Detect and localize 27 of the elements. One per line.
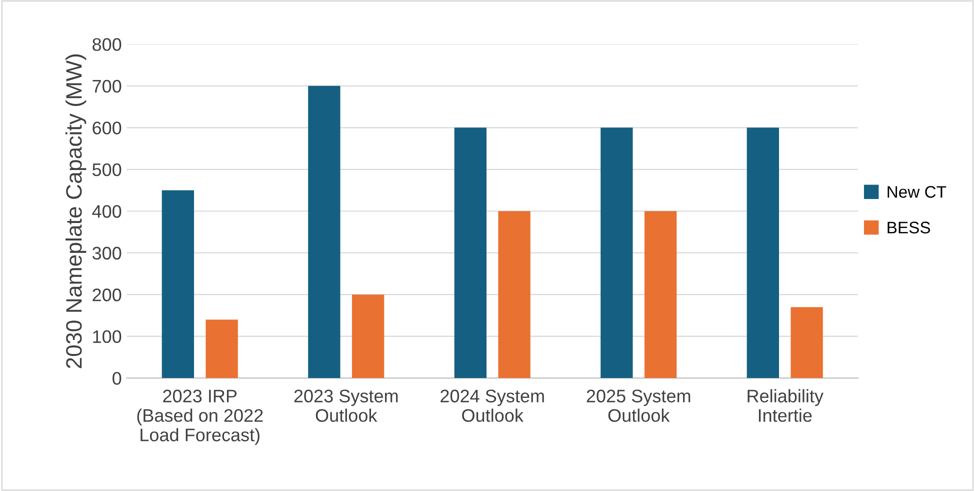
y-tick-label: 500 [92, 163, 122, 176]
bar [162, 190, 194, 378]
y-tick-label: 200 [92, 288, 122, 302]
x-tick-label: 2024 System Outlook [440, 390, 544, 422]
y-tick-label: 800 [92, 38, 122, 51]
bar [454, 128, 487, 378]
x-tick-label: 2023 IRP (Based on 2022 Load Forecast) [137, 390, 263, 445]
y-tick-label: 100 [93, 330, 122, 344]
x-tick-label: 2025 System Outlook [586, 390, 690, 422]
y-tick-label: 700 [92, 80, 122, 93]
x-tick-label: 2023 System Outlook [294, 390, 398, 422]
bar [352, 294, 384, 378]
y-tick-label: 300 [92, 246, 122, 260]
y-tick-label: 0 [112, 372, 122, 385]
y-axis-title: 2030 Nameplate Capacity (MW) [65, 54, 86, 368]
x-tick-label: Reliability Intertie [748, 389, 824, 422]
bar [790, 307, 823, 378]
bar [498, 211, 530, 378]
bar [644, 211, 677, 378]
legend-label: BESS [888, 222, 930, 234]
legend-label: New CT [888, 186, 946, 198]
bar [308, 86, 340, 378]
y-tick-label: 400 [92, 205, 122, 218]
bar [746, 128, 780, 378]
bar [206, 320, 238, 378]
y-tick-label: 600 [92, 122, 122, 134]
bar [600, 128, 633, 378]
